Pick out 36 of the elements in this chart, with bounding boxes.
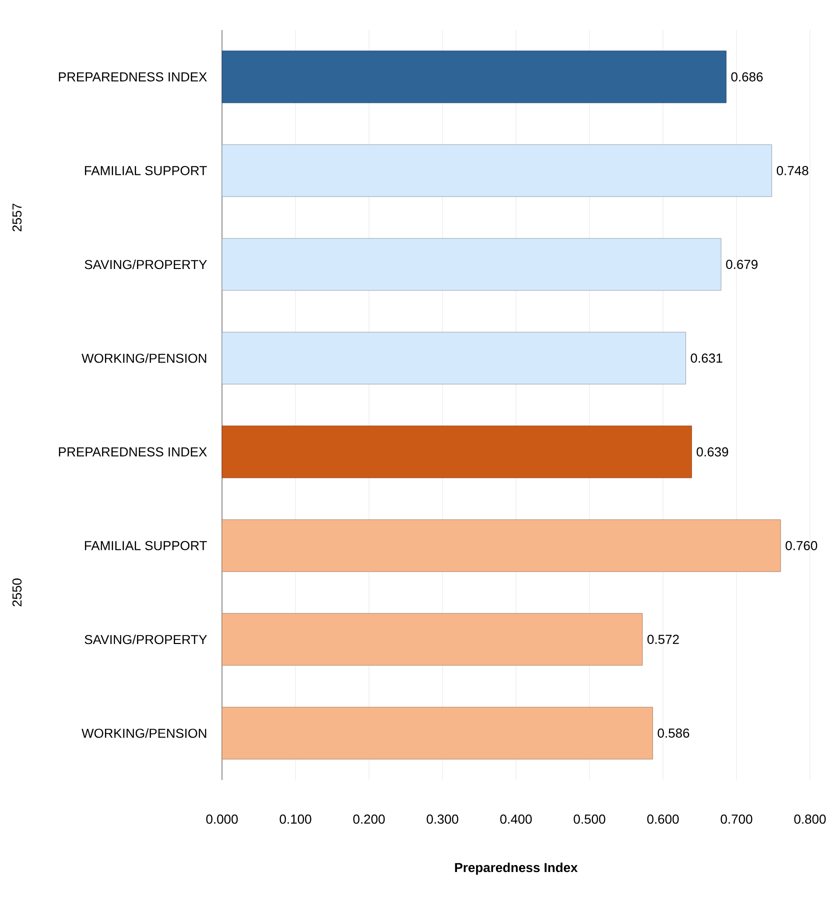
data-label: 0.639 — [696, 447, 728, 456]
bar — [222, 613, 643, 666]
x-tick-label: 0.600 — [647, 814, 679, 824]
y-tick-label: WORKING/PENSION — [82, 353, 206, 363]
x-tick-label: 0.100 — [280, 814, 312, 824]
y-tick-label: FAMILIAL SUPPORT — [84, 541, 207, 550]
x-tick-label: 0.700 — [720, 814, 752, 824]
text: 2550 — [12, 578, 22, 606]
y-tick-label: PREPAREDNESS INDEX — [58, 72, 207, 82]
bar — [222, 426, 692, 478]
bar — [222, 238, 722, 291]
data-label: 0.686 — [731, 72, 763, 82]
bar — [222, 706, 653, 760]
bar — [222, 519, 781, 572]
data-label: 0.572 — [647, 634, 679, 644]
x-axis-title: Preparedness Index — [455, 862, 578, 875]
x-tick-label: 0.300 — [426, 814, 458, 824]
bar — [222, 332, 686, 384]
y-tick-label: PREPAREDNESS INDEX — [58, 447, 207, 456]
x-tick-label: 0.500 — [574, 814, 606, 824]
y-tick-label: SAVING/PROPERTY — [84, 634, 207, 644]
data-label: 0.631 — [690, 354, 722, 363]
y-tick-label: WORKING/PENSION — [82, 728, 206, 738]
data-label: 0.586 — [658, 728, 690, 738]
y-tick-label: SAVING/PROPERTY — [84, 260, 207, 270]
bar — [222, 50, 726, 104]
y-tick-label: FAMILIAL SUPPORT — [84, 166, 207, 176]
x-tick-label: 0.200 — [353, 814, 385, 824]
data-label: 0.760 — [786, 541, 818, 550]
data-label: 0.748 — [776, 166, 808, 176]
data-label: 0.679 — [726, 260, 758, 269]
bar — [222, 144, 772, 197]
x-tick-label: 0.800 — [794, 814, 826, 824]
x-tick-label: 0.400 — [500, 814, 532, 824]
x-tick-label: 0.000 — [206, 814, 238, 824]
text: 2557 — [12, 204, 22, 232]
